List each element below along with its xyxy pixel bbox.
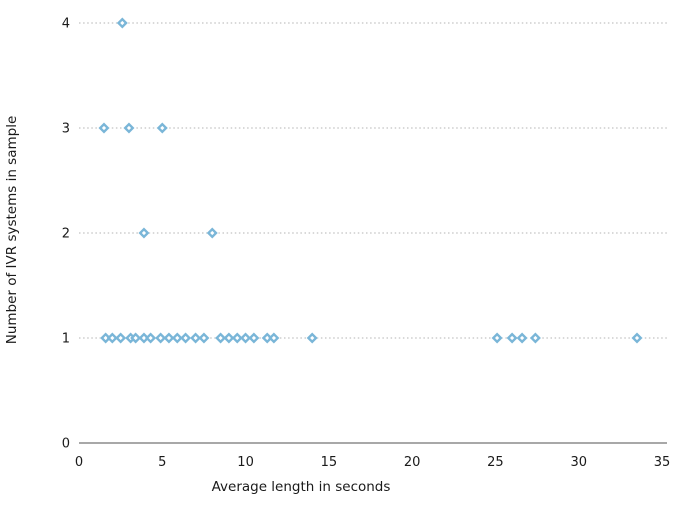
data-point: [215, 332, 227, 344]
data-point: [190, 332, 202, 344]
data-point: [98, 122, 110, 134]
diamond-marker-hole: [251, 335, 256, 341]
y-tick-label-2: 2: [62, 227, 70, 242]
diamond-marker-hole: [126, 125, 132, 131]
data-point: [138, 332, 150, 344]
x-tick-label-30: 30: [570, 455, 587, 470]
tick-labels-layer: 0 1 2 3 4 0 5 10 15 20 25 30 35: [62, 17, 671, 470]
diamond-marker-hole: [218, 335, 223, 341]
data-point: [123, 122, 135, 134]
data-point: [491, 332, 503, 344]
data-point: [506, 332, 518, 344]
data-point: [206, 227, 218, 239]
x-tick-label-20: 20: [404, 455, 421, 470]
data-point: [100, 332, 112, 344]
diamond-marker-hole: [271, 335, 276, 341]
data-point: [248, 332, 260, 344]
diamond-marker-hole: [519, 335, 525, 341]
data-point: [268, 332, 280, 344]
data-point: [180, 332, 192, 344]
diamond-marker-hole: [494, 335, 500, 341]
diamond-marker-hole: [193, 335, 198, 341]
data-point: [529, 332, 541, 344]
diamond-marker-hole: [133, 335, 138, 341]
diamond-marker-hole: [101, 125, 107, 131]
diamond-marker-hole: [201, 335, 207, 341]
data-point: [516, 332, 528, 344]
diamond-marker-hole: [175, 335, 180, 341]
y-tick-label-3: 3: [62, 122, 70, 137]
data-point: [156, 122, 168, 134]
x-tick-label-5: 5: [158, 455, 166, 470]
y-axis-title: Number of IVR systems in sample: [4, 116, 20, 345]
data-point: [171, 332, 183, 344]
data-point: [145, 332, 157, 344]
x-axis-title: Average length in seconds: [212, 479, 391, 495]
diamond-marker-hole: [243, 335, 248, 341]
x-tick-label-10: 10: [237, 455, 254, 470]
data-point: [155, 332, 167, 344]
data-point: [163, 332, 175, 344]
diamond-marker-hole: [265, 335, 270, 341]
diamond-marker-hole: [634, 335, 640, 341]
diamond-marker-hole: [141, 230, 147, 236]
data-point: [261, 332, 273, 344]
x-tick-label-25: 25: [487, 455, 504, 470]
data-point: [198, 332, 210, 344]
data-point: [240, 332, 252, 344]
diamond-marker-hole: [533, 335, 538, 341]
diamond-marker-hole: [509, 335, 515, 341]
diamond-marker-hole: [120, 20, 125, 26]
diamond-marker-hole: [118, 335, 123, 341]
data-point: [231, 332, 243, 344]
diamond-marker-hole: [226, 335, 232, 341]
data-point: [306, 332, 318, 344]
gridlines-layer: [79, 22, 667, 339]
data-points-layer: [98, 17, 643, 344]
data-point: [223, 332, 235, 344]
diamond-marker-hole: [183, 335, 188, 341]
y-tick-label-0: 0: [62, 437, 70, 452]
data-point: [138, 227, 150, 239]
diamond-marker-hole: [103, 335, 108, 341]
diamond-marker-hole: [141, 335, 147, 341]
x-tick-label-15: 15: [321, 455, 338, 470]
data-point: [130, 332, 142, 344]
y-tick-label-4: 4: [62, 17, 70, 32]
data-point: [631, 332, 643, 344]
data-point: [115, 332, 127, 344]
diamond-marker-hole: [158, 335, 163, 341]
y-tick-label-1: 1: [62, 332, 70, 347]
x-tick-label-0: 0: [75, 455, 83, 470]
data-point: [116, 17, 128, 29]
diamond-marker-hole: [166, 335, 172, 341]
data-point: [106, 332, 118, 344]
x-tick-label-35: 35: [654, 455, 671, 470]
diamond-marker-hole: [210, 230, 215, 236]
diamond-marker-hole: [235, 335, 240, 341]
diamond-marker-hole: [110, 335, 115, 341]
diamond-marker-hole: [310, 335, 315, 341]
diamond-marker-hole: [160, 125, 165, 131]
diamond-marker-hole: [148, 335, 153, 341]
